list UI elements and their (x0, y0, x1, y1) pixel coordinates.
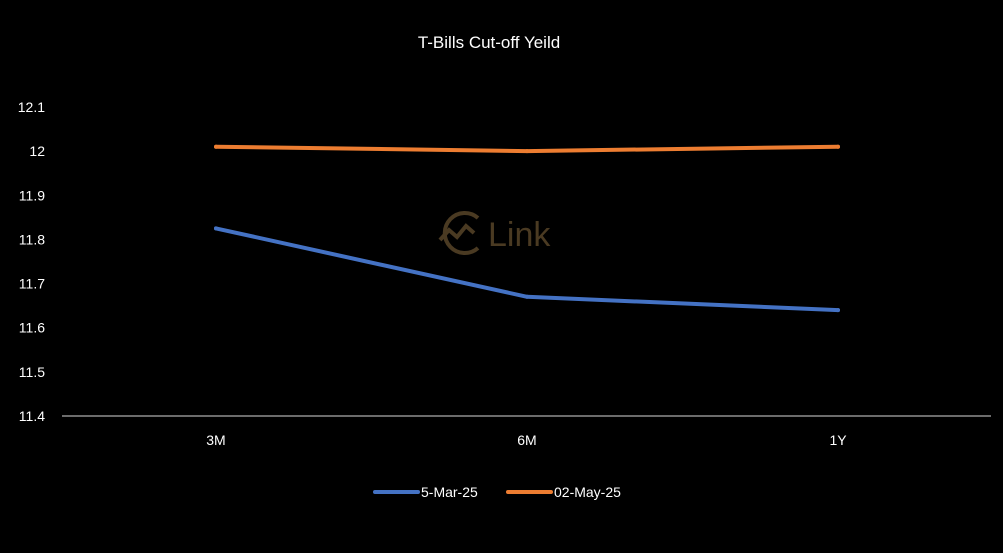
y-axis-ticks: 11.4 11.5 11.6 11.7 11.8 11.9 12 12.1 (18, 99, 45, 424)
y-tick-label: 11.4 (19, 408, 45, 424)
legend-label: 5-Mar-25 (421, 484, 478, 500)
series-layer (214, 144, 840, 313)
data-point (836, 308, 840, 313)
watermark-text: Link (488, 216, 551, 254)
legend-label: 02-May-25 (554, 484, 621, 500)
y-tick-label: 11.7 (19, 276, 45, 292)
y-tick-label: 11.8 (19, 231, 45, 247)
data-point (836, 144, 840, 149)
legend: 5-Mar-25 02-May-25 (373, 484, 621, 500)
x-tick-label: 3M (206, 432, 225, 448)
y-tick-label: 12.1 (18, 99, 45, 115)
watermark: Link (438, 211, 551, 255)
data-point (525, 149, 529, 154)
y-tick-label: 11.6 (19, 320, 45, 336)
x-tick-label: 1Y (829, 432, 847, 448)
data-point (525, 294, 529, 299)
x-axis-ticks: 3M 6M 1Y (206, 432, 847, 448)
data-point (214, 226, 218, 231)
chart-circle-logo-icon (438, 211, 480, 255)
x-tick-label: 6M (517, 432, 536, 448)
data-point (214, 144, 218, 149)
y-tick-label: 11.5 (19, 364, 45, 380)
logo-zigzag (438, 223, 476, 242)
y-tick-label: 12 (29, 143, 45, 159)
y-tick-label: 11.9 (19, 187, 45, 203)
chart-title: T-Bills Cut-off Yeild (418, 33, 560, 52)
